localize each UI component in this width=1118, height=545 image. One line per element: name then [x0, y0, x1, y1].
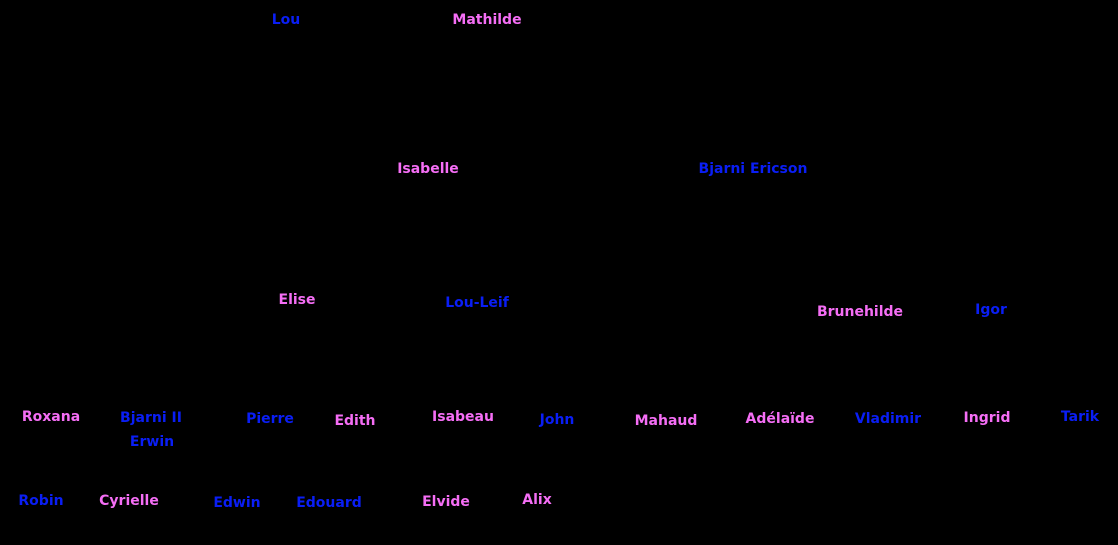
person-node-roxana: Roxana	[21, 409, 81, 425]
person-node-adelaide: Adélaïde	[745, 411, 815, 427]
person-node-edith: Edith	[334, 413, 376, 429]
person-node-erwin: Erwin	[129, 434, 175, 450]
person-node-cyrielle: Cyrielle	[99, 493, 159, 509]
person-node-lou-leif: Lou-Leif	[445, 295, 509, 311]
person-node-pierre: Pierre	[246, 411, 294, 427]
person-node-isabeau: Isabeau	[432, 409, 494, 425]
person-node-ingrid: Ingrid	[963, 410, 1011, 426]
person-node-robin: Robin	[18, 493, 64, 509]
person-node-isabelle: Isabelle	[397, 161, 459, 177]
person-node-bjarni-ii: Bjarni II	[120, 410, 182, 426]
person-node-bjarni-ericson: Bjarni Ericson	[698, 161, 808, 177]
person-node-igor: Igor	[975, 302, 1007, 318]
person-node-edouard: Edouard	[296, 495, 362, 511]
person-node-brunehilde: Brunehilde	[816, 304, 904, 320]
person-node-lou: Lou	[271, 12, 301, 28]
person-node-tarik: Tarik	[1060, 409, 1100, 425]
person-node-mathilde: Mathilde	[452, 12, 522, 28]
person-node-edwin: Edwin	[213, 495, 261, 511]
person-node-elise: Elise	[278, 292, 316, 308]
person-node-vladimir: Vladimir	[854, 411, 922, 427]
person-node-elvide: Elvide	[422, 494, 470, 510]
person-node-alix: Alix	[522, 492, 552, 508]
person-node-mahaud: Mahaud	[634, 413, 698, 429]
person-node-john: John	[539, 412, 575, 428]
